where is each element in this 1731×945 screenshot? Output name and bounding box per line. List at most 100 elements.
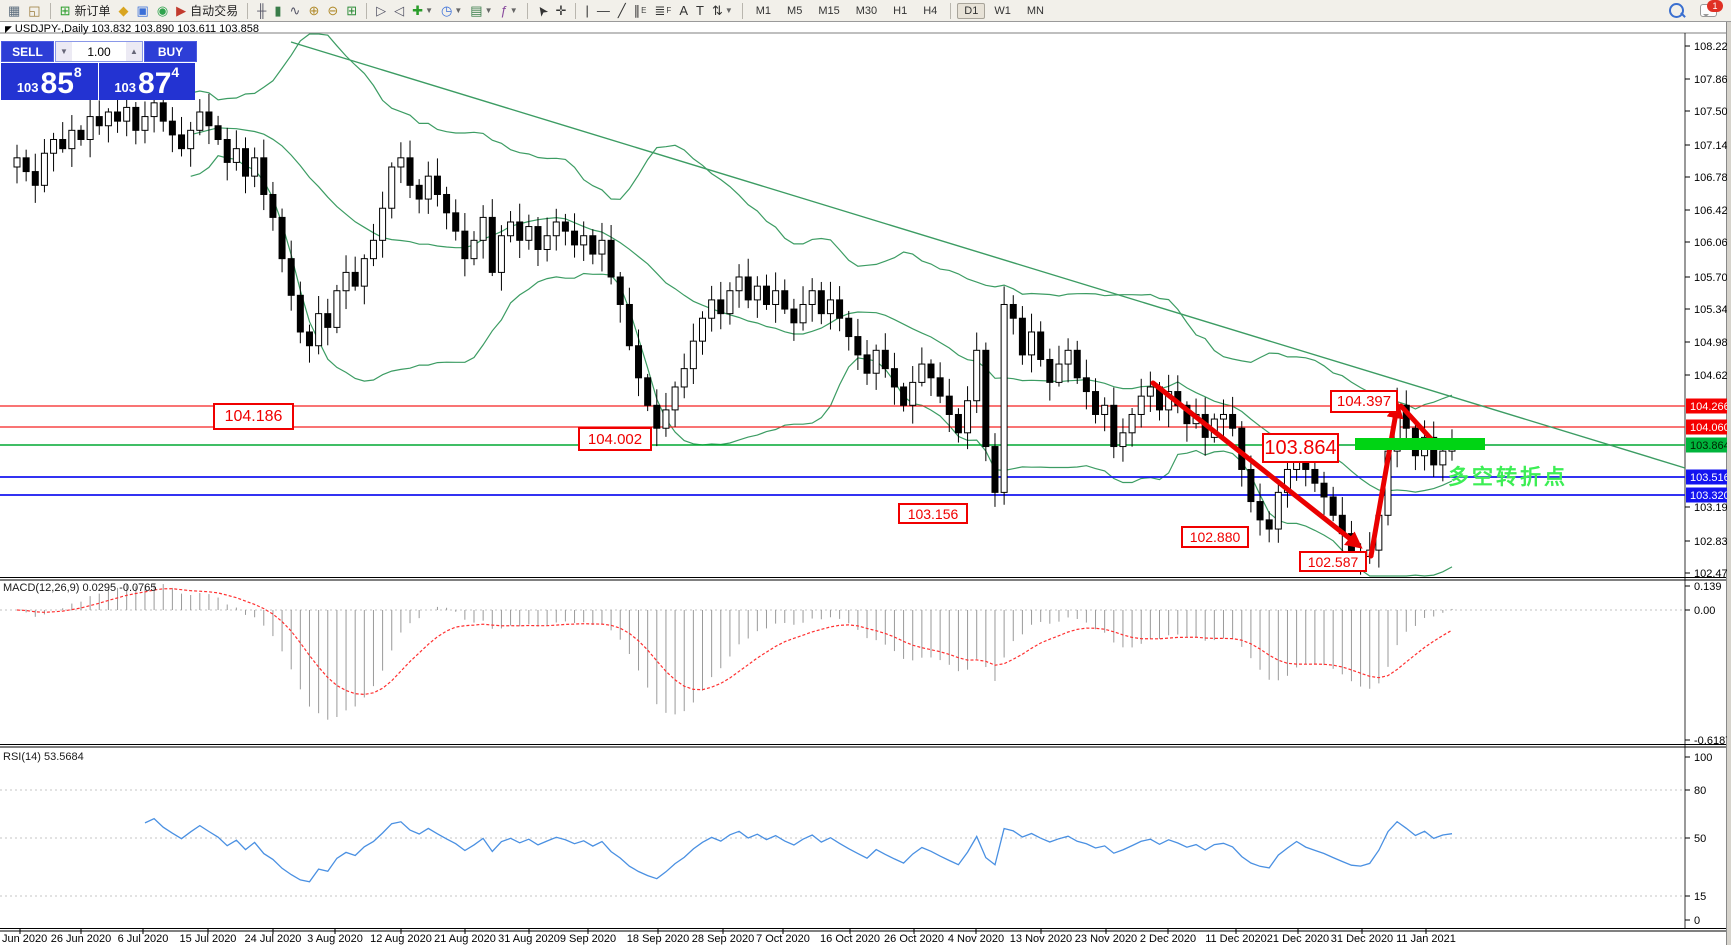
chart-shift-icon: ◁ [394,2,405,18]
candle-body [406,157,414,186]
x-axis-label: 3 Aug 2020 [307,933,363,945]
sell-price[interactable]: 103 85 8 [1,63,98,100]
arrows-tool-button[interactable]: ⇅ ▼ [708,2,737,20]
window-preview-button[interactable]: ◱ [24,2,44,20]
red-trend-arrow[interactable] [1398,403,1436,444]
price-callout[interactable]: 103.156 [898,503,968,524]
buy-price-big: 87 [138,67,172,100]
candle-body [132,106,140,131]
alert-button[interactable]: ◆ [115,2,133,20]
autotrading-button[interactable]: ▶ 自动交易 [172,2,242,20]
arrows-tool-icon-dropdown[interactable]: ▼ [724,5,733,15]
y-axis-label: 106.060 [1694,237,1731,249]
volume-decrease-button[interactable]: ▼ [56,42,72,61]
toolbar-separator [950,2,952,19]
y-axis-label: 106.780 [1694,172,1731,184]
candlestick-mode-button[interactable]: ▮ [270,2,285,20]
channel-tool-button[interactable]: ∥ E [630,2,651,20]
volume-increase-button[interactable]: ▲ [126,42,142,61]
rsi-axis-label: 15 [1694,891,1706,903]
y-axis-label: 107.140 [1694,140,1731,152]
price-callout[interactable]: 102.587 [1299,551,1367,572]
trendline-tool-button[interactable]: ╱ [614,2,630,20]
indicators-button[interactable]: ƒ ▼ [496,2,521,20]
red-trend-arrow[interactable] [1150,380,1363,549]
zoom-in-button[interactable]: ⊕ [304,2,323,20]
candle-body [571,230,579,246]
template-button[interactable]: ▤ ▼ [466,2,496,20]
price-callout[interactable]: 103.864 [1262,433,1339,463]
window-edge [1727,22,1731,945]
timeframe-M30[interactable]: M30 [855,4,878,17]
green-zone-rectangle[interactable] [1355,438,1485,450]
bar-chart-mode-button[interactable]: ╫ [253,2,270,20]
timeframe-W1[interactable]: W1 [994,4,1011,17]
candle-body [607,239,615,278]
indicators-icon-dropdown[interactable]: ▼ [509,5,518,15]
news-button[interactable]: ◉ [153,2,172,20]
timeframe-M15[interactable]: M15 [818,4,840,17]
timeframe-D1[interactable]: D1 [957,2,986,19]
red-trend-arrow[interactable] [1368,401,1404,559]
price-callout[interactable]: 104.186 [213,403,294,430]
x-axis-label: 31 Dec 2020 [1331,933,1393,945]
label-tool-button[interactable]: T [692,2,708,20]
timeframe-MN[interactable]: MN [1026,4,1044,17]
sell-button[interactable]: SELL [1,41,54,62]
crosshair-tool-button[interactable]: ✛ [552,2,571,20]
candle-body [424,175,432,200]
auto-scroll-button[interactable]: ▷ [372,2,390,20]
profiles-icon-dropdown[interactable]: ▼ [425,5,433,15]
mailbox-button[interactable]: ▣ [133,2,153,20]
timeframe-H1[interactable]: H1 [893,4,908,17]
chat-icon[interactable]: 1 [1700,0,1723,17]
buy-price[interactable]: 103 87 4 [98,63,195,100]
chart-shift-button[interactable]: ◁ [390,2,408,20]
price-callout[interactable]: 104.002 [578,427,652,451]
period-icon-dropdown[interactable]: ▼ [454,5,463,15]
period-button[interactable]: ◷ ▼ [437,2,466,20]
rsi-axis-label: 0 [1694,915,1700,927]
profiles-button[interactable]: ✚ ▼ [408,2,437,20]
new-order-button[interactable]: ⊞ 新订单 [56,2,115,20]
timeframe-M1[interactable]: M1 [755,4,772,17]
candle-body [936,377,944,397]
annotation-text[interactable]: 多空转折点 [1448,466,1568,489]
zoom-out-button[interactable]: ⊖ [323,2,342,20]
search-icon[interactable] [1669,3,1684,18]
line-chart-mode-icon: ∿ [289,2,301,18]
tile-windows-button[interactable]: ⊞ [342,2,361,20]
buy-button[interactable]: BUY [144,41,197,62]
timeframe-H4[interactable]: H4 [923,4,938,17]
candle-body [278,216,286,260]
candle-body [525,226,533,241]
candle-body [488,216,496,273]
x-axis-label: 9 Sep 2020 [560,933,616,945]
buy-price-prefix: 103 [114,80,137,95]
price-tag [1686,398,1731,414]
trendline-object[interactable] [290,41,1686,469]
candle-body [1146,386,1154,397]
vline-tool-button[interactable]: | [581,2,592,20]
toolbar-separator [575,2,577,19]
price-callout[interactable]: 102.880 [1181,526,1249,548]
candle-body [653,404,661,429]
sell-price-prefix: 103 [16,80,39,95]
volume-input[interactable] [72,42,126,61]
text-tool-button[interactable]: A [675,2,692,20]
price-callout[interactable]: 104.397 [1330,390,1398,413]
price-tag-label: 103.864 [1690,440,1730,452]
new-chart-button[interactable]: ▦ [4,2,24,20]
fibonacci-tool-icon: ≣ [654,2,666,18]
new-chart-icon: ▦ [8,2,21,18]
candle-body [1329,496,1337,516]
fibonacci-tool-button[interactable]: ≣ F [651,2,676,20]
line-chart-mode-button[interactable]: ∿ [286,2,305,20]
template-icon-dropdown[interactable]: ▼ [484,5,493,15]
timeframe-M5[interactable]: M5 [787,4,803,17]
macd-signal-line [16,588,1453,696]
candle-body [580,235,588,246]
hline-tool-button[interactable]: — [593,2,614,20]
candle-body [781,290,789,310]
